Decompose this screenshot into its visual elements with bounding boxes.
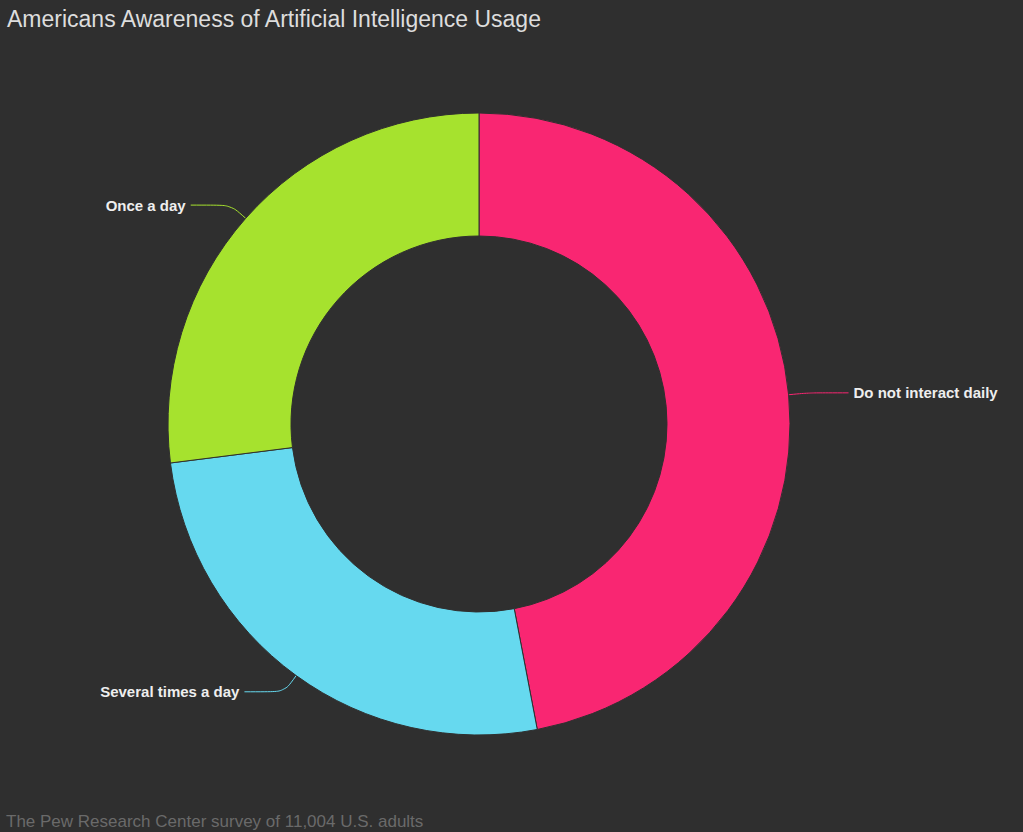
svg-text:Americans Awareness of Artific: Americans Awareness of Artificial Intell… — [7, 6, 541, 32]
svg-text:Several times a day: Several times a day — [100, 683, 240, 700]
svg-text:Do not interact daily: Do not interact daily — [854, 384, 999, 401]
svg-text:Once a day: Once a day — [106, 197, 187, 214]
svg-text:The Pew Research Center survey: The Pew Research Center survey of 11,004… — [6, 812, 423, 831]
